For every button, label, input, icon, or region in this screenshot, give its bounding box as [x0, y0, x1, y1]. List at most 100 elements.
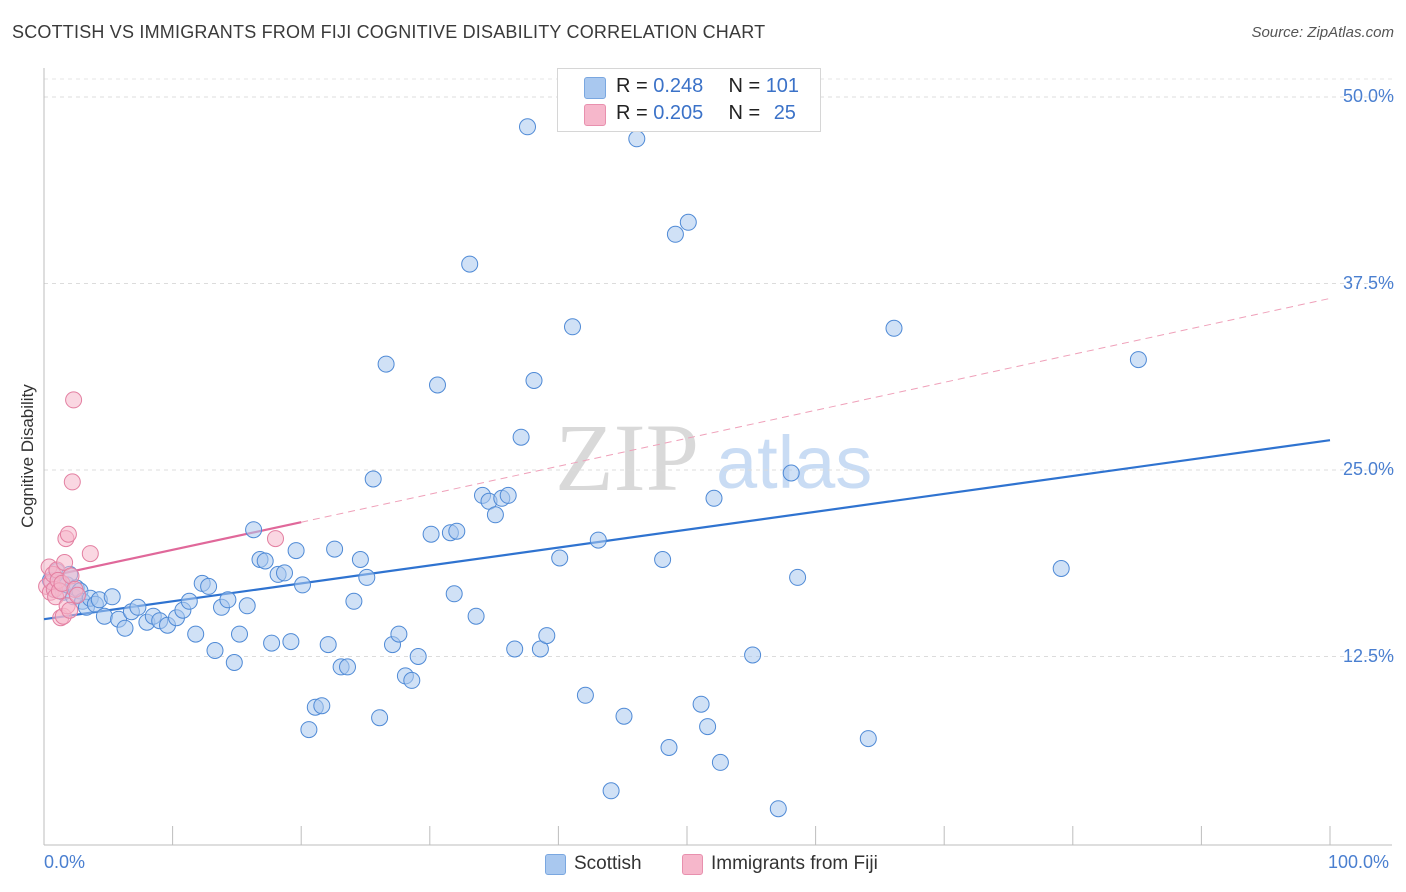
data-points [38, 118, 1147, 818]
data-point [245, 521, 263, 539]
x-tick-label-max: 100.0% [1328, 852, 1390, 872]
watermark: ZIP atlas [555, 404, 872, 511]
series-fiji [38, 391, 284, 627]
data-point [200, 577, 218, 595]
data-point [499, 486, 517, 504]
data-point [225, 654, 243, 671]
data-point [95, 607, 113, 625]
data-point [364, 470, 382, 488]
legend-row-fiji: R = 0.205 N = 25 [616, 102, 796, 128]
data-point [512, 428, 530, 446]
data-point [345, 592, 363, 610]
data-point [61, 601, 79, 619]
data-point [589, 531, 607, 549]
data-point [422, 525, 440, 543]
data-point [429, 376, 446, 394]
legend-row-scottish: R = 0.248 N = 101 [616, 75, 799, 101]
watermark-zip: ZIP [555, 404, 699, 511]
chart-source: Source: ZipAtlas.com [1251, 24, 1394, 41]
data-point [377, 355, 395, 373]
data-point [81, 545, 99, 563]
data-point [65, 391, 83, 409]
gridlines [44, 78, 1392, 657]
data-point [525, 372, 543, 389]
data-point [256, 552, 274, 570]
data-point [744, 646, 762, 664]
data-point [129, 598, 147, 616]
data-point [564, 318, 581, 336]
data-point [666, 225, 684, 243]
data-point [576, 686, 594, 704]
data-point [506, 640, 524, 658]
data-point [1129, 351, 1147, 369]
data-point [660, 739, 678, 756]
legend-n-label: N = [728, 102, 761, 124]
series-swatch-fiji [682, 854, 703, 875]
data-point [885, 319, 903, 337]
trendline-scottish [43, 439, 1331, 621]
legend-swatch-fiji [584, 104, 606, 126]
series-label-fiji: Immigrants from Fiji [711, 853, 878, 874]
y-tick-label-1: 25.0% [1342, 459, 1394, 479]
data-point [63, 473, 81, 491]
legend-swatch-scottish [584, 77, 606, 99]
data-point [219, 591, 237, 609]
watermark-atlas: atlas [716, 421, 872, 504]
data-point [789, 568, 807, 586]
correlation-legend: R = 0.248 N = 101 R = 0.205 N = 25 [557, 68, 821, 132]
data-point [276, 564, 293, 582]
data-point [615, 707, 633, 725]
y-tick-label-3: 50.0% [1342, 86, 1394, 106]
data-point [403, 671, 421, 689]
data-point [263, 634, 281, 652]
data-point [339, 658, 356, 676]
data-point [711, 753, 729, 771]
data-point [538, 627, 556, 645]
data-point [390, 625, 408, 643]
data-point [326, 540, 344, 558]
data-point [294, 576, 311, 594]
data-point [351, 551, 369, 568]
series-swatch-scottish [545, 854, 566, 875]
data-point [448, 522, 466, 540]
data-point [859, 730, 877, 748]
data-point [486, 506, 504, 524]
data-point [519, 118, 536, 136]
data-point [187, 625, 205, 643]
data-point [705, 489, 723, 507]
data-point [602, 782, 620, 800]
data-point [313, 697, 331, 715]
chart-title: SCOTTISH VS IMMIGRANTS FROM FIJI COGNITI… [12, 22, 766, 42]
data-point [231, 625, 248, 643]
data-point [467, 607, 485, 625]
data-point [409, 648, 427, 665]
trendline-fiji [43, 521, 302, 579]
data-point [267, 530, 284, 548]
data-point [68, 586, 86, 604]
legend-r-label: R = [616, 75, 648, 97]
data-point [769, 800, 787, 818]
legend-r-value: 0.205 [653, 102, 704, 124]
data-point [282, 633, 300, 651]
data-point [628, 130, 646, 148]
data-point [300, 721, 318, 739]
legend-n-value: 101 [765, 75, 800, 97]
data-point [319, 636, 337, 654]
legend-n-value: 25 [773, 102, 796, 124]
data-point [358, 568, 376, 586]
data-point [782, 464, 800, 482]
legend-r-value: 0.248 [653, 75, 704, 97]
data-point [699, 718, 717, 736]
data-point [445, 585, 463, 603]
legend-r-label: R = [616, 102, 648, 124]
data-point [692, 695, 710, 713]
axes [43, 68, 1392, 846]
data-point [1052, 560, 1070, 577]
data-point [371, 709, 389, 727]
data-point [679, 213, 697, 231]
data-point [180, 592, 198, 610]
x-tick-label-min: 0.0% [44, 852, 86, 872]
y-tick-label-0: 12.5% [1342, 645, 1394, 666]
data-point [206, 642, 224, 659]
